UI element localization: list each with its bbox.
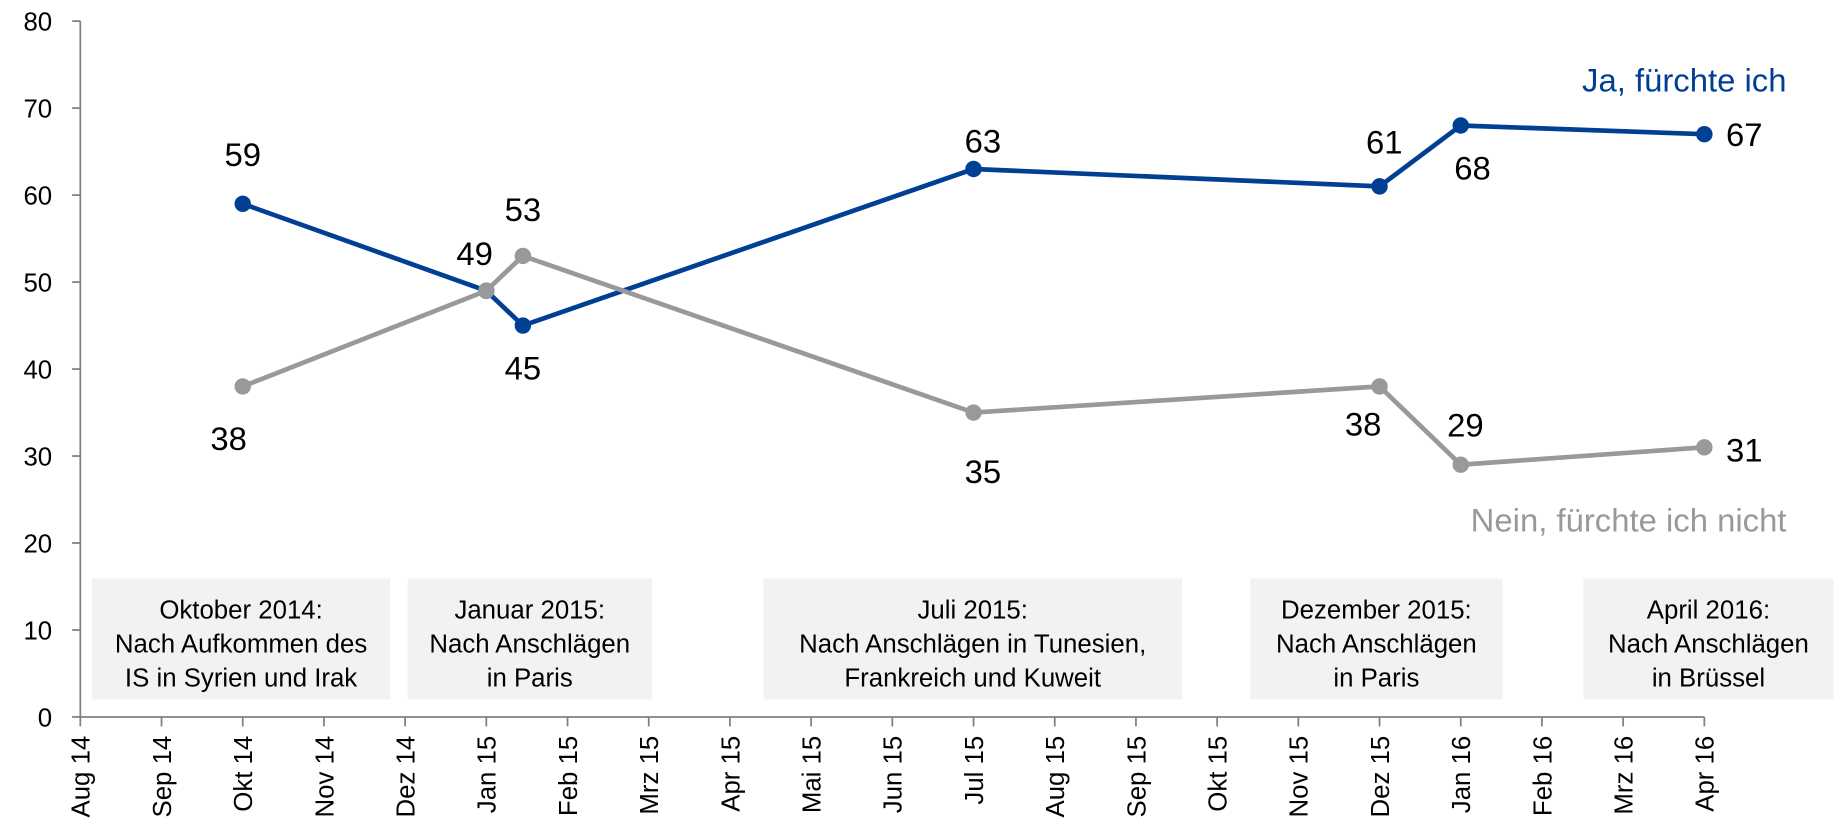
data-point — [234, 378, 251, 395]
y-tick-label: 20 — [23, 530, 52, 558]
x-tick-label: Okt 15 — [1205, 736, 1233, 812]
x-tick-label: Mrz 16 — [1611, 736, 1639, 815]
data-label: 59 — [224, 136, 261, 173]
x-tick-label: Jan 15 — [474, 736, 502, 813]
data-label: 35 — [965, 453, 1002, 490]
annotation-text: in Paris — [1333, 664, 1419, 692]
data-point — [514, 317, 532, 334]
series-line — [241, 253, 1705, 468]
data-point — [1452, 456, 1469, 473]
y-tick-label: 0 — [38, 704, 52, 732]
data-label: 53 — [505, 191, 542, 228]
x-tick-label: Dez 14 — [393, 736, 421, 818]
data-point — [1696, 439, 1713, 456]
data-label: 31 — [1726, 431, 1763, 468]
annotation-text: in Brüssel — [1652, 664, 1765, 692]
x-tick-label: Apr 16 — [1692, 736, 1720, 812]
y-tick-label: 10 — [23, 617, 52, 645]
x-tick-label: Mai 15 — [799, 736, 827, 813]
x-tick-label: Apr 15 — [717, 736, 745, 812]
data-label: 49 — [456, 235, 493, 272]
y-tick-label: 80 — [23, 9, 52, 37]
x-tick-label: Sep 15 — [1123, 736, 1151, 818]
data-point — [1696, 125, 1713, 143]
x-tick-label: Okt 14 — [230, 736, 258, 812]
annotation-text: Nach Anschlägen in Tunesien, — [799, 630, 1146, 658]
data-point — [514, 247, 532, 265]
annotation-text: Oktober 2014: — [159, 596, 322, 624]
legend-label: Nein, fürchte ich nicht — [1471, 502, 1787, 539]
annotation-text: in Paris — [487, 664, 573, 692]
y-tick-label: 30 — [23, 443, 52, 471]
annotation-text: April 2016: — [1647, 596, 1770, 624]
x-tick-label: Feb 15 — [555, 736, 583, 816]
data-point — [965, 160, 982, 178]
x-tick-label: Nov 15 — [1286, 736, 1314, 818]
x-tick-label: Jun 15 — [880, 736, 908, 813]
data-point — [965, 404, 982, 421]
x-tick-label: Nov 14 — [311, 736, 339, 818]
y-tick-label: 40 — [23, 356, 52, 384]
annotation-text: Nach Anschlägen — [1608, 630, 1809, 658]
data-point — [1452, 117, 1469, 134]
data-label: 61 — [1366, 124, 1403, 161]
annotation-text: Juli 2015: — [917, 596, 1027, 624]
x-tick-label: Aug 14 — [68, 736, 96, 818]
x-tick-label: Feb 16 — [1529, 736, 1557, 816]
annotation-text: Nach Aufkommen des — [115, 630, 367, 658]
y-tick-label: 50 — [23, 269, 52, 297]
data-point — [1371, 178, 1388, 195]
data-label: 38 — [210, 420, 247, 457]
x-tick-label: Mrz 15 — [636, 736, 664, 815]
x-tick-label: Dez 15 — [1367, 736, 1395, 818]
x-tick-label: Aug 15 — [1042, 736, 1070, 818]
annotation-box — [92, 578, 391, 700]
data-point — [478, 282, 495, 299]
y-tick-label: 70 — [23, 95, 52, 123]
x-tick-label: Jan 16 — [1448, 736, 1476, 813]
y-tick-label: 60 — [23, 182, 52, 210]
annotation-text: IS in Syrien und Irak — [125, 664, 357, 692]
data-label: 29 — [1447, 407, 1484, 444]
annotation-box — [763, 578, 1183, 700]
x-tick-label: Sep 14 — [149, 736, 177, 818]
data-label: 67 — [1726, 116, 1763, 153]
data-label: 45 — [505, 350, 542, 387]
data-label: 38 — [1345, 406, 1382, 443]
data-point — [234, 195, 251, 212]
annotation-box — [1250, 578, 1503, 700]
annotation-box — [1583, 578, 1834, 700]
legend-label: Ja, fürchte ich — [1582, 62, 1786, 99]
data-point — [1371, 378, 1388, 395]
annotation-text: Nach Anschlägen — [1276, 630, 1477, 658]
x-tick-label: Jul 15 — [961, 736, 989, 805]
annotation-text: Januar 2015: — [454, 596, 605, 624]
annotation-text: Dezember 2015: — [1281, 596, 1472, 624]
annotation-box — [407, 578, 652, 700]
annotation-text: Frankreich und Kuweit — [844, 664, 1101, 692]
data-label: 68 — [1454, 149, 1491, 186]
annotation-text: Nach Anschlägen — [429, 630, 630, 658]
data-label: 63 — [965, 123, 1002, 160]
